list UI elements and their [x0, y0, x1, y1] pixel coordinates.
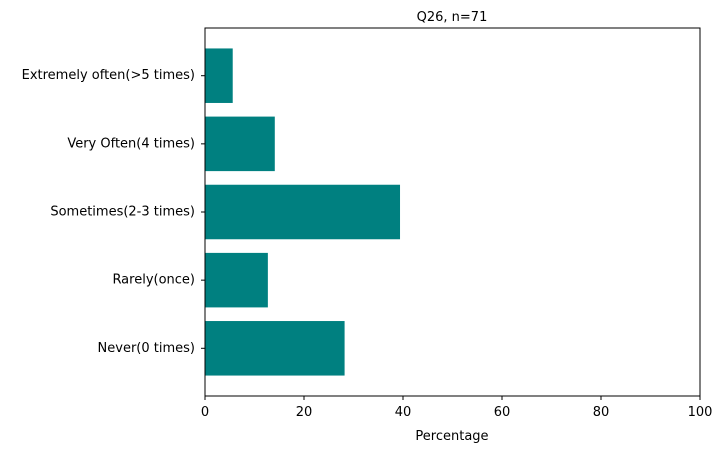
bar-1: [205, 252, 268, 308]
y-axis: Never(0 times) Rarely(once) Sometimes(2-3 …: [22, 68, 205, 356]
y-tick-label: Extremely often(>5 times): [22, 68, 195, 83]
x-tick-label: 100: [688, 405, 713, 420]
y-tick-label: Never(0 times): [98, 341, 195, 356]
bar-3: [205, 116, 275, 172]
x-tick-label: 20: [296, 405, 313, 420]
x-axis-label: Percentage: [415, 429, 488, 444]
y-tick-label: Very Often(4 times): [67, 136, 195, 151]
chart-title: Q26, n=71: [417, 10, 488, 25]
bar-2: [205, 184, 401, 240]
x-tick-label: 0: [201, 405, 209, 420]
y-tick-label: Rarely(once): [112, 273, 195, 288]
bars-group: [205, 48, 401, 376]
x-tick-label: 40: [395, 405, 412, 420]
y-tick-label: Sometimes(2-3 times): [50, 205, 195, 220]
bar-0: [205, 321, 345, 376]
x-axis: 0 20 40 60 80 100: [201, 396, 713, 420]
x-tick-label: 60: [494, 405, 511, 420]
x-tick-label: 80: [593, 405, 610, 420]
bar-4: [205, 48, 233, 103]
